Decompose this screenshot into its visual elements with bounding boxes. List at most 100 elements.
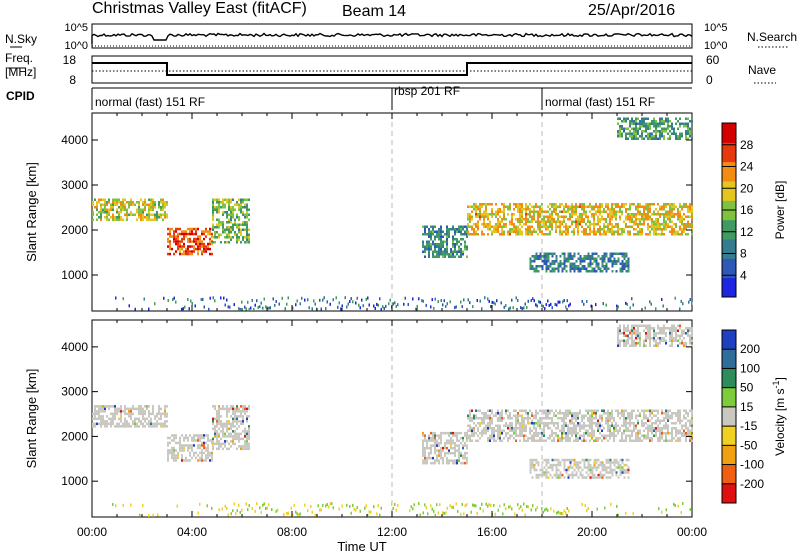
echo-pixel xyxy=(466,461,468,465)
echo-pixel xyxy=(533,434,535,437)
echo-pixel xyxy=(671,337,673,340)
echo-pixel xyxy=(434,238,436,241)
echo-pixel xyxy=(691,223,693,226)
echo-pixel xyxy=(667,210,669,213)
echo-pixel xyxy=(639,135,641,138)
echo-pixel xyxy=(551,422,553,425)
echo-pixel xyxy=(591,230,593,233)
echo-pixel xyxy=(657,439,659,442)
echo-pixel xyxy=(645,125,647,128)
echo-pixel xyxy=(529,471,532,474)
echo-pixel xyxy=(537,223,539,226)
ground-scatter-pixel xyxy=(112,503,114,506)
echo-pixel xyxy=(545,220,547,223)
echo-pixel xyxy=(140,216,142,219)
ground-scatter-pixel xyxy=(167,299,169,302)
echo-pixel xyxy=(685,342,687,345)
ground-scatter-pixel xyxy=(287,511,289,515)
echo-pixel xyxy=(501,429,503,432)
echo-pixel xyxy=(607,230,609,233)
echo-pixel xyxy=(669,218,671,221)
echo-pixel xyxy=(134,213,136,216)
echo-pixel xyxy=(583,476,586,479)
echo-pixel xyxy=(629,337,631,340)
echo-pixel xyxy=(569,427,571,430)
echo-pixel xyxy=(551,210,553,213)
echo-pixel xyxy=(627,265,630,268)
echo-pixel xyxy=(533,424,535,427)
echo-pixel xyxy=(625,117,627,120)
echo-pixel xyxy=(677,432,679,435)
echo-pixel xyxy=(607,434,609,437)
echo-pixel xyxy=(593,461,596,464)
echo-pixel xyxy=(545,262,548,265)
echo-pixel xyxy=(519,203,521,206)
echo-pixel xyxy=(543,218,545,221)
ground-scatter-pixel xyxy=(493,301,495,305)
echo-pixel xyxy=(583,424,585,427)
echo-pixel xyxy=(499,215,501,218)
echo-pixel xyxy=(491,417,493,420)
echo-pixel xyxy=(635,342,637,345)
echo-pixel xyxy=(216,218,218,221)
echo-pixel xyxy=(625,422,627,425)
echo-pixel xyxy=(569,412,571,415)
echo-pixel xyxy=(567,437,569,440)
echo-pixel xyxy=(617,252,620,255)
echo-pixel xyxy=(583,230,585,233)
echo-pixel xyxy=(100,405,102,408)
echo-pixel xyxy=(432,439,434,442)
echo-pixel xyxy=(477,427,479,430)
echo-pixel xyxy=(175,436,177,440)
echo-pixel xyxy=(469,419,471,422)
echo-pixel xyxy=(440,235,442,238)
echo-pixel xyxy=(623,432,625,435)
echo-pixel xyxy=(627,342,629,345)
echo-pixel xyxy=(677,324,679,327)
echo-pixel xyxy=(493,230,495,233)
echo-pixel xyxy=(587,225,589,228)
echo-pixel xyxy=(621,262,624,265)
echo-pixel xyxy=(647,218,649,221)
ground-scatter-pixel xyxy=(248,504,250,508)
echo-pixel xyxy=(691,205,693,208)
echo-pixel xyxy=(625,215,627,218)
ground-scatter-pixel xyxy=(487,504,489,508)
echo-pixel xyxy=(458,230,460,233)
echo-pixel xyxy=(601,439,603,442)
echo-pixel xyxy=(623,228,625,231)
ground-scatter-pixel xyxy=(188,307,190,311)
echo-pixel xyxy=(585,409,587,412)
x-tick-label: 12:00 xyxy=(377,525,407,539)
echo-pixel xyxy=(222,228,224,231)
echo-pixel xyxy=(222,435,224,438)
echo-pixel xyxy=(593,434,595,437)
echo-pixel xyxy=(535,265,538,268)
echo-pixel xyxy=(633,332,635,335)
echo-pixel xyxy=(428,439,430,442)
echo-pixel xyxy=(587,265,590,268)
echo-pixel xyxy=(647,132,649,135)
echo-pixel xyxy=(671,439,673,442)
echo-pixel xyxy=(108,218,110,221)
echo-pixel xyxy=(605,203,607,206)
echo-pixel xyxy=(647,233,649,236)
echo-pixel xyxy=(633,344,635,347)
echo-pixel xyxy=(458,248,460,251)
echo-pixel xyxy=(635,213,637,216)
echo-pixel xyxy=(621,120,623,123)
echo-pixel xyxy=(687,132,689,135)
echo-pixel xyxy=(625,409,627,412)
ground-scatter-pixel xyxy=(674,504,676,508)
echo-pixel xyxy=(238,206,240,209)
echo-pixel xyxy=(422,449,424,452)
echo-pixel xyxy=(605,267,608,270)
echo-pixel xyxy=(238,425,240,428)
echo-pixel xyxy=(583,437,585,440)
echo-pixel xyxy=(187,252,189,256)
echo-pixel xyxy=(581,220,583,223)
echo-pixel xyxy=(440,243,442,246)
echo-pixel xyxy=(242,410,244,413)
echo-pixel xyxy=(515,419,517,422)
ground-scatter-pixel xyxy=(412,297,414,301)
